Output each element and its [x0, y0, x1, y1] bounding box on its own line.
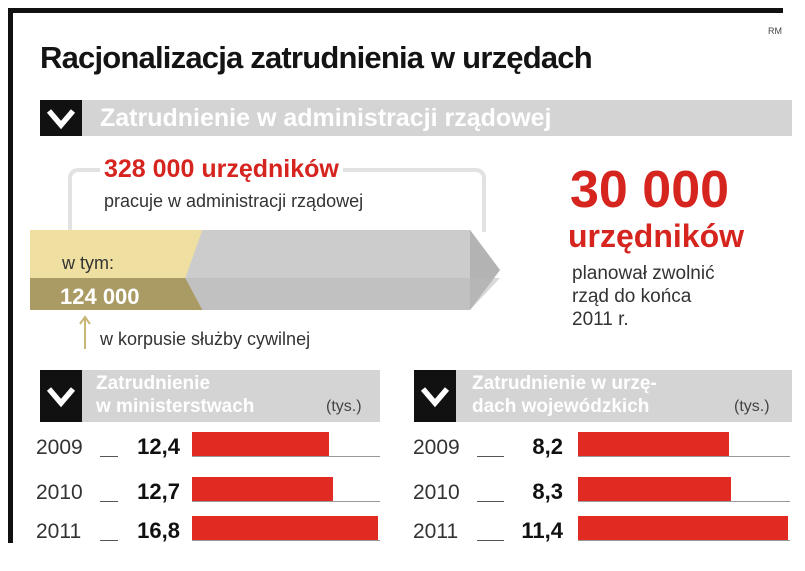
subset-value: 124 000 — [60, 284, 140, 309]
voivodeship-baseline — [578, 501, 790, 502]
planned-desc-line3: 2011 r. — [572, 309, 629, 330]
voivodeship-year-dash — [477, 456, 504, 457]
frame-top-border — [8, 8, 783, 13]
frame-left-border — [8, 8, 13, 543]
voivodeship-bar — [578, 432, 730, 456]
ministries-baseline — [192, 540, 380, 541]
voivodeship-baseline — [578, 540, 790, 541]
voivodeship-year-label: 2011 — [413, 520, 459, 543]
page-title: Racjonalizacja zatrudnienia w urzędach — [40, 40, 593, 75]
voivodeship-bar — [578, 477, 731, 501]
chevron-down-icon — [40, 100, 82, 136]
ministries-year-label: 2010 — [36, 481, 83, 504]
ministries-bar — [192, 432, 330, 456]
chart-ministries-title-line1: Zatrudnienie — [96, 373, 211, 394]
arrow-up-icon — [79, 315, 91, 349]
chart-voivodeship-unit: (tys.) — [734, 398, 770, 415]
voivodeship-year-dash — [477, 501, 504, 502]
ministries-bar — [192, 477, 333, 501]
subset-desc: w korpusie służby cywilnej — [100, 329, 311, 349]
chart-voivodeship-header: Zatrudnienie w urzę- dach wojewódzkich (… — [414, 370, 792, 422]
ministries-year-dash — [100, 501, 118, 502]
ministries-year-label: 2009 — [36, 436, 83, 459]
chart-ministries-unit: (tys.) — [326, 398, 362, 415]
ministries-baseline — [192, 456, 380, 457]
voivodeship-year-dash — [477, 540, 504, 541]
planned-desc-line1: planował zwolnić — [572, 263, 715, 284]
planned-layoffs-value: 30 000 — [570, 161, 730, 219]
ministries-value-label: 16,8 — [137, 518, 180, 543]
chart-voivodeship-title-line1: Zatrudnienie w urzę- — [472, 373, 657, 394]
bar-subset-top — [30, 230, 203, 278]
author-credit: RM — [768, 26, 782, 36]
voivodeship-year-label: 2010 — [413, 481, 460, 504]
ministries-bar — [192, 516, 378, 540]
ministries-year-dash — [100, 456, 118, 457]
ministries-value-label: 12,4 — [137, 434, 180, 459]
main-section-header: Zatrudnienie w administracji rządowej — [40, 100, 792, 136]
ministries-year-dash — [100, 540, 118, 541]
ministries-value-label: 12,7 — [137, 479, 180, 504]
employment-3d-bar — [30, 230, 500, 310]
total-employees-value: 328 000 urzędników — [100, 155, 343, 184]
voivodeship-year-label: 2009 — [413, 436, 460, 459]
chevron-down-icon — [40, 370, 82, 422]
chevron-down-icon — [414, 370, 456, 422]
chart-ministries-title-line2: w ministerstwach — [96, 396, 255, 417]
voivodeship-value-label: 8,3 — [532, 479, 563, 504]
total-employees-desc: pracuje w administracji rządowej — [104, 191, 364, 211]
voivodeship-value-label: 11,4 — [521, 518, 563, 543]
chart-voivodeship-title-line2: dach wojewódzkich — [472, 396, 650, 417]
bar-subset-bottom — [30, 278, 203, 310]
voivodeship-bar — [578, 516, 788, 540]
planned-layoffs-unit: urzędników — [568, 218, 745, 254]
chart-ministries-header: Zatrudnienie w ministerstwach (tys.) — [40, 370, 380, 422]
main-section-title: Zatrudnienie w administracji rządowej — [100, 104, 552, 132]
ministries-baseline — [192, 501, 380, 502]
planned-desc-line2: rząd do końca — [572, 286, 692, 307]
subset-label: w tym: — [62, 253, 114, 273]
voivodeship-value-label: 8,2 — [532, 434, 563, 459]
voivodeship-baseline — [578, 456, 790, 457]
ministries-year-label: 2011 — [36, 520, 82, 543]
